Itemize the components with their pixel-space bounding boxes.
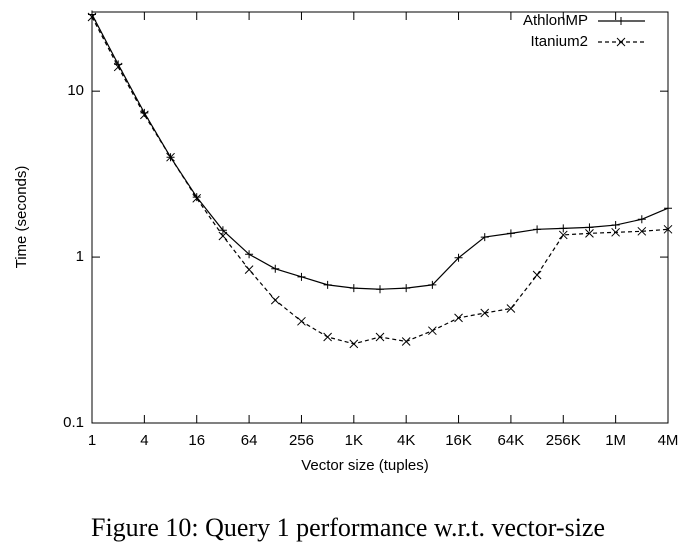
legend-marker	[616, 37, 626, 47]
x-tick-label: 16	[188, 432, 205, 449]
x-tick-label: 64K	[498, 432, 525, 449]
plot-frame	[91, 11, 669, 424]
legend-marker	[617, 17, 625, 25]
point-marker	[454, 253, 463, 262]
point-marker	[218, 231, 228, 241]
point-marker	[376, 285, 384, 294]
point-marker	[192, 193, 201, 202]
point-marker	[270, 295, 280, 305]
point-marker	[611, 227, 620, 237]
point-marker	[244, 265, 254, 274]
point-marker	[428, 280, 437, 289]
point-marker	[428, 326, 437, 336]
point-marker	[87, 12, 97, 22]
point-marker	[585, 228, 594, 238]
point-marker	[558, 230, 568, 240]
x-tick-label: 256	[289, 432, 314, 449]
point-marker	[506, 304, 516, 313]
x-tick-label: 4M	[658, 432, 679, 449]
x-tick-label: 4K	[397, 432, 415, 449]
point-marker	[585, 223, 594, 232]
point-marker	[559, 224, 568, 233]
y-tick-label: 1	[76, 248, 84, 265]
y-tick-label: 10	[67, 82, 84, 99]
point-marker	[532, 270, 542, 280]
point-marker	[297, 316, 306, 326]
point-marker	[323, 332, 332, 342]
point-marker	[611, 221, 620, 230]
point-marker	[375, 332, 385, 342]
legend-label: AthlonMP	[523, 12, 588, 29]
x-tick-label: 64	[241, 432, 258, 449]
point-marker	[402, 284, 411, 293]
point-marker	[664, 204, 672, 213]
point-marker	[245, 250, 254, 259]
x-tick-label: 256K	[546, 432, 581, 449]
point-marker	[506, 229, 515, 238]
point-marker	[192, 193, 202, 203]
point-marker	[401, 337, 411, 346]
point-marker	[637, 226, 647, 236]
point-marker	[271, 264, 280, 273]
point-marker	[113, 62, 123, 72]
point-marker	[323, 280, 332, 289]
point-marker	[349, 339, 359, 349]
x-tick-label: 4	[140, 432, 148, 449]
x-tick-label: 1K	[345, 432, 363, 449]
point-marker	[454, 313, 463, 323]
point-marker	[297, 272, 306, 281]
point-marker	[166, 152, 175, 162]
x-axis-label: Vector size (tuples)	[301, 457, 429, 474]
point-marker	[480, 308, 490, 318]
point-marker	[637, 215, 646, 224]
point-marker	[349, 284, 358, 293]
series-line	[91, 16, 669, 345]
series-line	[91, 14, 669, 290]
y-axis-label: Time (seconds)	[13, 166, 30, 269]
x-tick-label: 1	[88, 432, 96, 449]
point-marker	[218, 226, 227, 235]
x-tick-label: 16K	[445, 432, 472, 449]
caption: Figure 10: Query 1 performance w.r.t. ve…	[91, 513, 605, 542]
point-marker	[480, 233, 489, 242]
point-marker	[663, 224, 673, 234]
point-marker	[533, 225, 542, 234]
legend-label: Itanium2	[530, 33, 588, 50]
x-tick-label: 1M	[605, 432, 626, 449]
point-marker	[140, 110, 149, 120]
y-tick-label: 0.1	[63, 414, 84, 431]
